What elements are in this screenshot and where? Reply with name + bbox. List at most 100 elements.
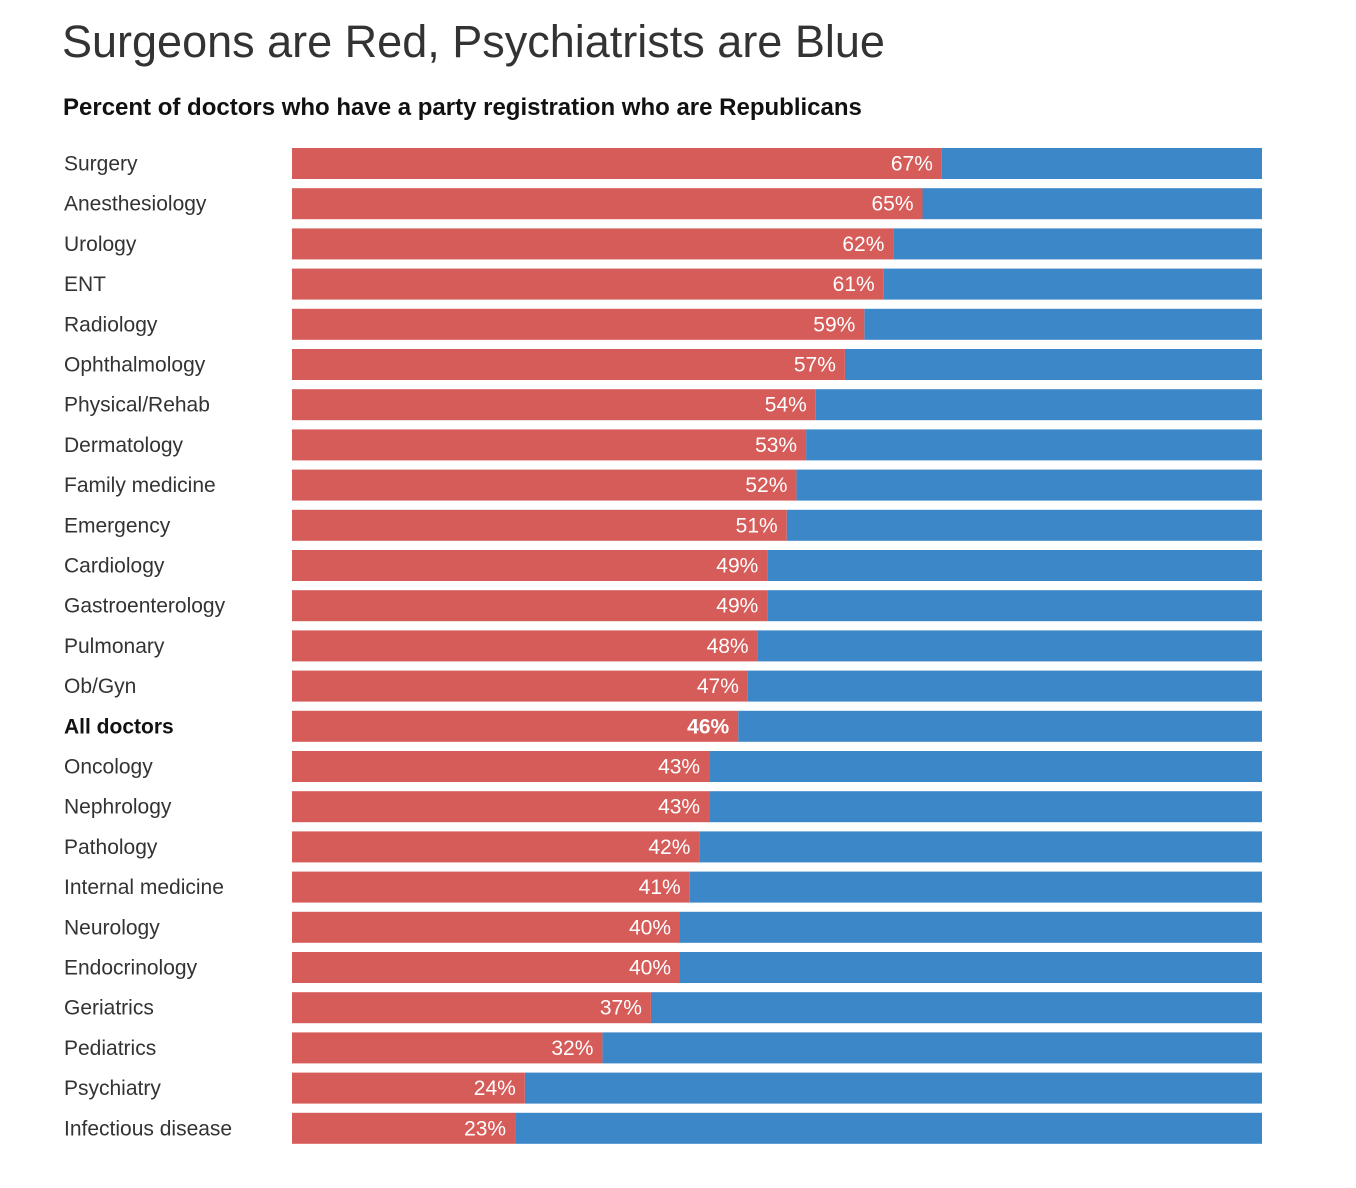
bar-republican [292,630,758,662]
bar-republican [292,1072,525,1104]
bar-row-endocrinology: Endocrinology 40% [64,952,1262,983]
bar-republican [292,791,710,823]
data-label: 37% [600,997,642,1020]
bar-remainder [524,1072,1262,1104]
bar-row-emergency: Emergency 51% [64,509,1262,541]
category-label: Neurology [64,916,160,939]
data-label: 61% [833,273,875,296]
data-label: 41% [639,876,681,899]
bar-row-nephrology: Nephrology 43% [64,791,1262,823]
bar-remainder [738,710,1262,742]
bar-row-cardiology: Cardiology 49% [64,550,1262,581]
data-label: 53% [755,434,797,457]
bar-republican [292,1032,603,1064]
data-label: 48% [707,635,749,658]
bar-republican [292,349,845,380]
bar-remainder [815,389,1262,421]
category-label: Geriatrics [64,997,154,1020]
bar-republican [292,590,768,622]
category-label: Pathology [64,836,158,859]
category-label: Ophthalmology [64,354,206,377]
data-label: 49% [716,555,758,578]
bar-row-physical-rehab: Physical/Rehab 54% [64,389,1262,421]
bar-row-geriatrics: Geriatrics 37% [64,992,1262,1024]
category-label: Dermatology [64,434,184,457]
data-label: 42% [648,836,690,859]
data-label: 49% [716,595,758,618]
bar-row-ophthalmology: Ophthalmology 57% [64,349,1262,380]
bar-republican [292,911,680,943]
category-label: All doctors [64,715,174,738]
bar-republican [292,550,768,581]
category-label: Internal medicine [64,876,224,899]
category-label: Family medicine [64,474,216,497]
category-label: Ob/Gyn [64,675,136,698]
category-label: Emergency [64,514,171,537]
data-label: 65% [871,193,913,216]
bar-remainder [709,751,1262,782]
data-label: 23% [464,1117,506,1140]
bar-remainder [680,952,1262,983]
category-label: Radiology [64,313,158,336]
bar-row-ent: ENT 61% [64,268,1262,300]
bar-republican [292,871,690,903]
bar-remainder [689,871,1262,903]
category-label: Urology [64,233,137,256]
bar-republican [292,308,865,340]
data-label: 24% [474,1077,516,1100]
data-label: 52% [745,474,787,497]
data-label: 40% [629,957,671,980]
bar-row-pathology: Pathology 42% [64,831,1262,863]
data-label: 32% [551,1037,593,1060]
data-label: 46% [687,715,729,738]
bar-republican [292,751,710,782]
bar-republican [292,148,942,179]
bar-row-gastroenterology: Gastroenterology 49% [64,590,1262,622]
bar-republican [292,710,739,742]
bar-republican [292,389,816,421]
bar-republican [292,992,651,1024]
bar-row-radiology: Radiology 59% [64,308,1262,340]
bar-remainder [864,308,1262,340]
data-label: 57% [794,354,836,377]
bar-row-anesthesiology: Anesthesiology 65% [64,188,1262,220]
category-label: Pulmonary [64,635,165,658]
category-label: Infectious disease [64,1117,232,1140]
bar-row-surgery: Surgery 67% [64,148,1262,179]
bar-row-pulmonary: Pulmonary 48% [64,630,1262,662]
bar-remainder [757,630,1262,662]
data-label: 54% [765,394,807,417]
bar-remainder [650,992,1262,1024]
data-label: 62% [842,233,884,256]
bar-remainder [796,469,1262,501]
data-label: 43% [658,756,700,779]
bar-row-internal-medicine: Internal medicine 41% [64,871,1262,903]
chart-subtitle: Percent of doctors who have a party regi… [63,94,862,121]
data-label: 40% [629,916,671,939]
bar-remainder [747,670,1262,702]
category-label: Cardiology [64,555,165,578]
bar-row-neurology: Neurology 40% [64,911,1262,943]
bar-row-pediatrics: Pediatrics 32% [64,1032,1262,1064]
bar-row-ob-gyn: Ob/Gyn 47% [64,670,1262,702]
bar-remainder [893,228,1262,260]
bar-republican [292,429,807,461]
bar-row-urology: Urology 62% [64,228,1262,260]
bar-row-psychiatry: Psychiatry 24% [64,1072,1262,1104]
data-label: 51% [736,514,778,537]
category-label: Anesthesiology [64,193,207,216]
bar-republican [292,469,797,501]
category-label: Pediatrics [64,1037,156,1060]
data-label: 43% [658,796,700,819]
bar-remainder [602,1032,1262,1064]
data-label: 47% [697,675,739,698]
bar-republican [292,952,680,983]
category-label: Gastroenterology [64,595,226,618]
data-label: 67% [891,153,933,176]
bar-remainder [941,148,1262,179]
category-label: Physical/Rehab [64,394,210,417]
bar-republican [292,1112,516,1144]
bar-remainder [844,349,1262,380]
bar-remainder [767,550,1262,581]
